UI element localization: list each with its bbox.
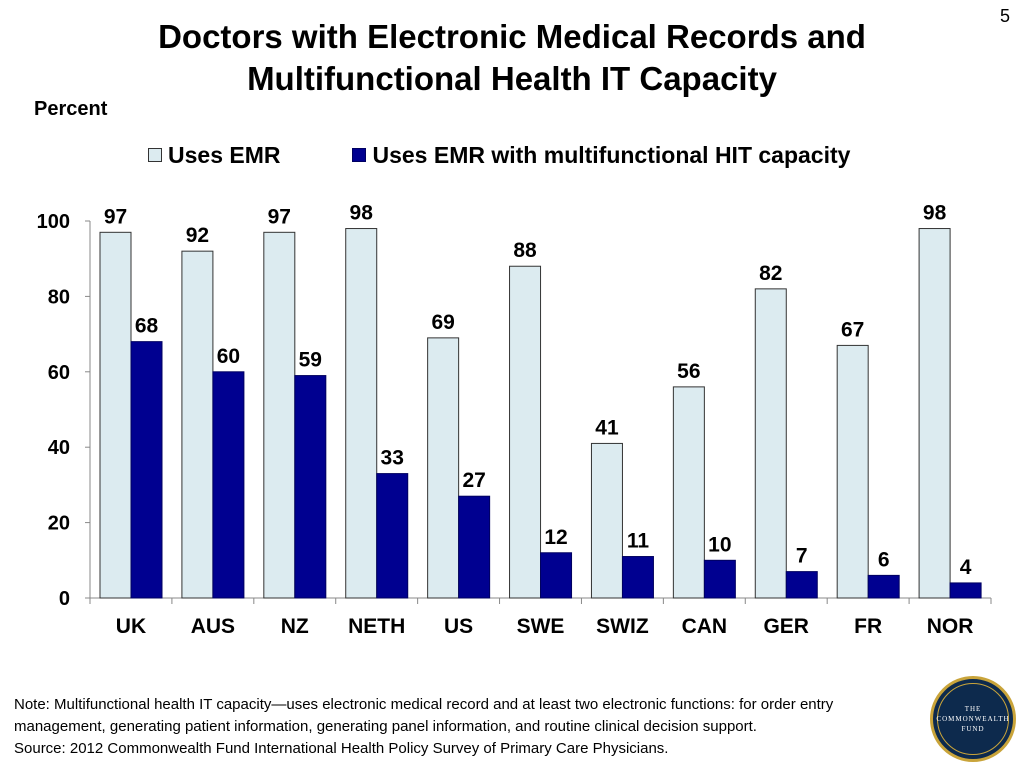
data-label: 4: [960, 556, 972, 579]
bar-multifunctional: [294, 375, 327, 599]
bar-uses-emr: [918, 228, 951, 599]
data-label: 56: [677, 360, 700, 383]
bar-multifunctional: [130, 341, 163, 599]
data-label: 10: [708, 533, 731, 556]
data-label: 97: [104, 205, 127, 228]
logo-line2: COMMONWEALTH: [936, 715, 1010, 723]
x-tick-label: CAN: [682, 615, 728, 638]
legend-label-multifunctional: Uses EMR with multifunctional HIT capaci…: [372, 141, 851, 168]
bar-uses-emr: [836, 344, 869, 599]
logo-line3: FUND: [961, 725, 985, 733]
logo-ring: THE COMMONWEALTH FUND: [936, 683, 1010, 755]
bar-uses-emr: [99, 231, 132, 599]
y-tick-label: 80: [48, 286, 70, 308]
legend-item-multifunctional: Uses EMR with multifunctional HIT capaci…: [352, 142, 850, 169]
chart-title-line2: Multifunctional Health IT Capacity: [247, 60, 777, 97]
data-label: 68: [135, 315, 159, 338]
footnote: Note: Multifunctional health IT capacity…: [14, 694, 914, 760]
bar-uses-emr: [672, 386, 705, 599]
data-label: 41: [595, 416, 619, 439]
y-tick-label: 0: [59, 588, 70, 610]
bar-uses-emr: [590, 442, 623, 599]
x-tick-label: FR: [854, 615, 882, 638]
data-label: 92: [186, 224, 209, 247]
legend: Uses EMR Uses EMR with multifunctional H…: [148, 140, 850, 170]
x-tick-label: AUS: [191, 615, 235, 638]
bar-uses-emr: [345, 228, 378, 599]
bar-uses-emr: [427, 337, 460, 599]
x-tick-label: US: [444, 615, 473, 638]
data-label: 33: [381, 447, 404, 470]
bar-uses-emr: [181, 250, 214, 599]
x-tick-label: GER: [763, 615, 809, 638]
chart-title: Doctors with Electronic Medical Records …: [0, 16, 1024, 100]
x-tick-label: NOR: [927, 615, 974, 638]
data-label: 60: [217, 345, 240, 368]
data-label: 6: [878, 548, 890, 571]
bar-multifunctional: [458, 495, 491, 599]
x-tick-label: SWIZ: [596, 615, 649, 638]
data-label: 27: [462, 469, 485, 492]
legend-swatch-multifunctional: [352, 148, 367, 162]
x-tick-label: NZ: [281, 615, 309, 638]
x-tick-label: UK: [116, 615, 146, 638]
y-tick-label: 100: [37, 211, 70, 233]
bar-multifunctional: [703, 559, 736, 599]
bar-uses-emr: [263, 231, 296, 599]
logo-line1: THE: [964, 705, 982, 713]
data-label: 82: [759, 262, 782, 285]
data-label: 97: [268, 205, 291, 228]
bar-multifunctional: [785, 571, 818, 599]
page-number: 5: [999, 6, 1010, 26]
y-tick-label: 20: [48, 513, 70, 535]
data-label: 98: [923, 202, 947, 225]
x-tick-label: SWE: [517, 615, 565, 638]
bar-multifunctional: [376, 473, 409, 599]
y-axis-label: Percent: [34, 98, 108, 120]
data-label: 67: [841, 318, 864, 341]
y-tick-label: 40: [48, 437, 70, 459]
bar-uses-emr: [754, 288, 787, 599]
chart-title-line1: Doctors with Electronic Medical Records …: [158, 18, 866, 55]
note-text: Note: Multifunctional health IT capacity…: [14, 696, 834, 735]
bar-multifunctional: [867, 574, 900, 599]
bar-multifunctional: [212, 371, 245, 599]
data-label: 98: [350, 202, 374, 225]
bar-multifunctional: [540, 552, 573, 599]
legend-item-uses-emr: Uses EMR: [148, 142, 280, 169]
data-label: 88: [513, 239, 537, 262]
legend-swatch-uses-emr: [148, 148, 162, 162]
x-tick-label: NETH: [348, 615, 405, 638]
commonwealth-fund-logo: THE COMMONWEALTH FUND: [930, 676, 1016, 762]
bar-uses-emr: [509, 265, 542, 599]
bar-multifunctional: [621, 556, 654, 599]
data-label: 11: [627, 530, 650, 553]
data-label: 7: [796, 545, 808, 568]
bar-multifunctional: [949, 582, 982, 599]
data-label: 12: [544, 526, 567, 549]
y-tick-label: 60: [48, 362, 70, 384]
data-label: 59: [299, 349, 322, 372]
data-label: 69: [431, 311, 454, 334]
source-text: Source: 2012 Commonwealth Fund Internati…: [14, 740, 669, 757]
legend-label-uses-emr: Uses EMR: [168, 141, 281, 168]
